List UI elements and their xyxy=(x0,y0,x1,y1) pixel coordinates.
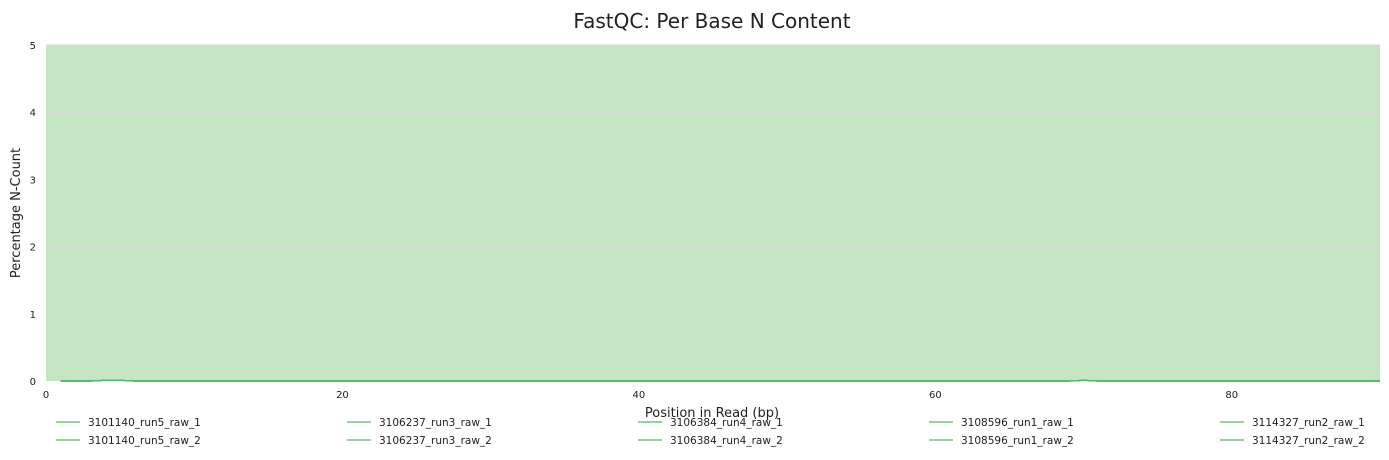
y-axis-ticks: 0 1 2 3 4 5 xyxy=(30,41,36,388)
series-lines xyxy=(60,379,1380,382)
y-tick-label: 1 xyxy=(30,310,36,321)
y-axis-label: Percentage N-Count xyxy=(9,148,24,278)
x-axis-label: Position in Read (bp) xyxy=(645,406,779,421)
y-tick-label: 3 xyxy=(30,175,36,186)
x-tick-label: 20 xyxy=(336,390,349,401)
legend-entry[interactable]: 3101140_run5_raw_2 xyxy=(88,435,201,447)
legend-entry[interactable]: 3106384_run4_raw_1 xyxy=(670,417,783,429)
legend-entry[interactable]: 3101140_run5_raw_1 xyxy=(88,417,201,429)
legend-entry[interactable]: 3108596_run1_raw_2 xyxy=(961,435,1074,447)
y-tick-label: 2 xyxy=(30,243,36,254)
y-tick-label: 0 xyxy=(30,377,36,388)
x-tick-label: 0 xyxy=(43,390,49,401)
x-tick-label: 80 xyxy=(1225,390,1238,401)
plot-band-pass xyxy=(46,45,1380,381)
x-tick-label: 40 xyxy=(633,390,646,401)
legend-entry[interactable]: 3106237_run3_raw_1 xyxy=(379,417,492,429)
legend-entry[interactable]: 3108596_run1_raw_1 xyxy=(961,417,1074,429)
chart-title: FastQC: Per Base N Content xyxy=(573,9,850,33)
series-line xyxy=(60,379,1380,382)
y-tick-label: 5 xyxy=(30,41,36,52)
legend: 3101140_run5_raw_1 3101140_run5_raw_2 3106… xyxy=(56,417,1365,447)
grid-lines xyxy=(46,44,1380,315)
x-axis-ticks: 0 20 40 60 80 xyxy=(43,390,1238,401)
legend-entry[interactable]: 3114327_run2_raw_2 xyxy=(1252,435,1365,447)
legend-entry[interactable]: 3114327_run2_raw_1 xyxy=(1252,417,1365,429)
legend-entry[interactable]: 3106384_run4_raw_2 xyxy=(670,435,783,447)
x-tick-label: 60 xyxy=(929,390,942,401)
legend-entry[interactable]: 3106237_run3_raw_2 xyxy=(379,435,492,447)
y-tick-label: 4 xyxy=(30,108,36,119)
